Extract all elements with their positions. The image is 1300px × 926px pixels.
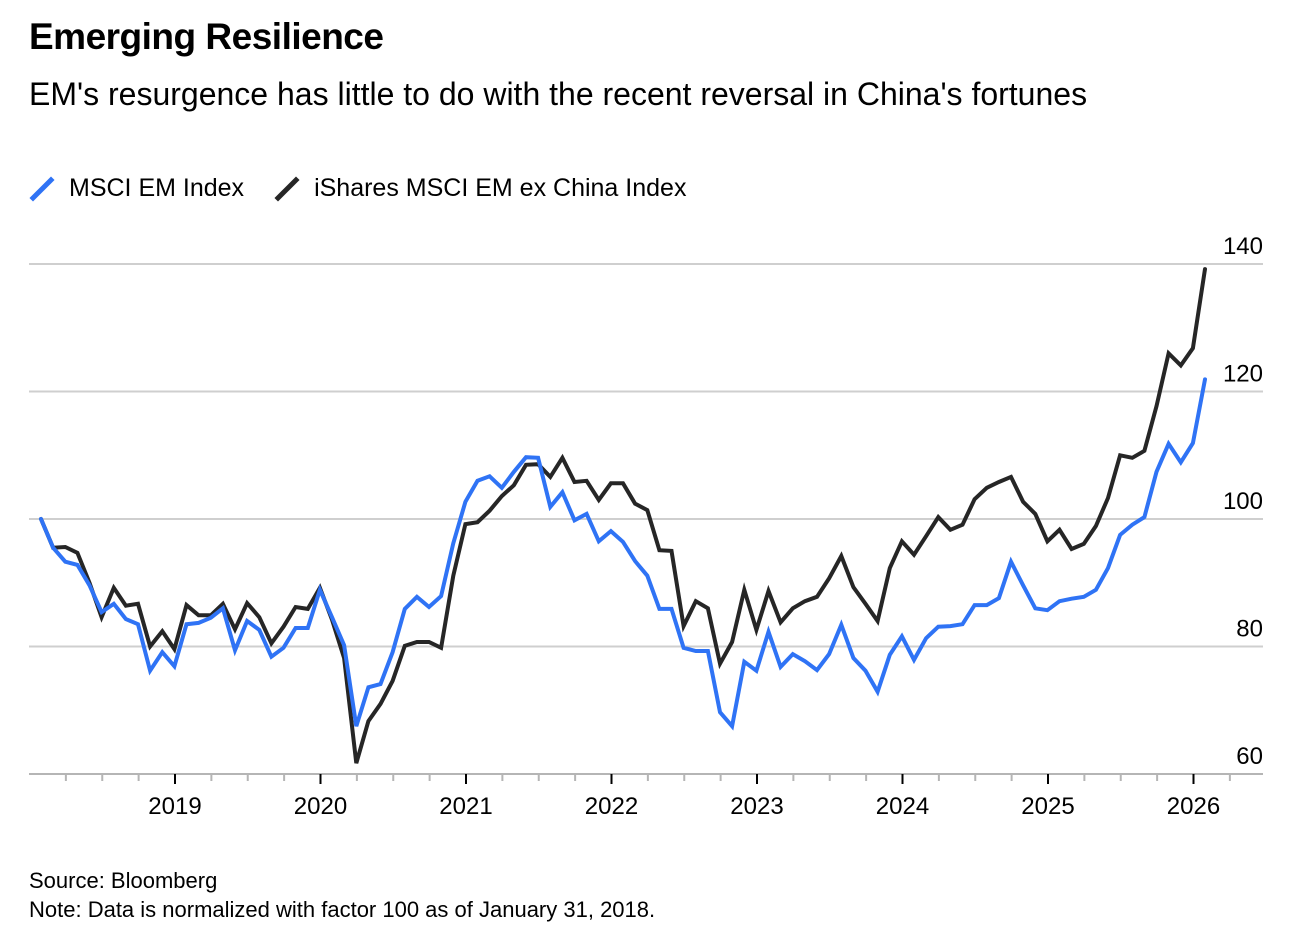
legend-item-msci-em: MSCI EM Index: [29, 174, 244, 203]
x-axis-labels: 2019 2020 2021 2022 2023 2024 2025 2026: [148, 793, 1220, 820]
x-tick-label: 2022: [585, 793, 638, 820]
legend: MSCI EM Index iShares MSCI EM ex China I…: [29, 174, 716, 203]
legend-label-msci-em: MSCI EM Index: [69, 174, 245, 202]
y-tick-label: 100: [1223, 488, 1263, 515]
footer: Source: Bloomberg Note: Data is normaliz…: [29, 866, 655, 924]
x-tick-label: 2019: [148, 793, 201, 820]
x-tick-label: 2026: [1167, 793, 1220, 820]
series-lines: [39, 267, 1207, 764]
source-note: Source: Bloomberg: [29, 868, 218, 893]
normalization-note: Note: Data is normalized with factor 100…: [29, 897, 656, 922]
x-tick-label: 2024: [876, 793, 929, 820]
x-tick-label: 2020: [294, 793, 347, 820]
y-tick-label: 80: [1236, 616, 1263, 643]
legend-label-ex-china: iShares MSCI EM ex China Index: [314, 174, 687, 202]
chart-title: Emerging Resilience: [29, 16, 384, 57]
y-tick-label: 120: [1223, 361, 1263, 388]
y-axis-labels: 60 80 100 120 140: [1223, 233, 1263, 770]
x-tick-label: 2021: [439, 793, 492, 820]
chart-subtitle: EM's resurgence has little to do with th…: [29, 76, 1088, 112]
x-tick-label: 2023: [730, 793, 783, 820]
y-tick-label: 140: [1223, 233, 1263, 260]
x-axis: [29, 773, 1263, 784]
x-tick-label: 2025: [1021, 793, 1074, 820]
legend-item-ex-china: iShares MSCI EM ex China Index: [274, 174, 686, 203]
grid-lines: [29, 263, 1263, 648]
series-line-ex-china: [39, 267, 1207, 764]
legend-swatch-msci-em-icon: [29, 175, 55, 202]
legend-swatch-ex-china-icon: [274, 175, 300, 202]
series-line-msci-em: [39, 377, 1207, 731]
y-tick-label: 60: [1236, 743, 1263, 770]
